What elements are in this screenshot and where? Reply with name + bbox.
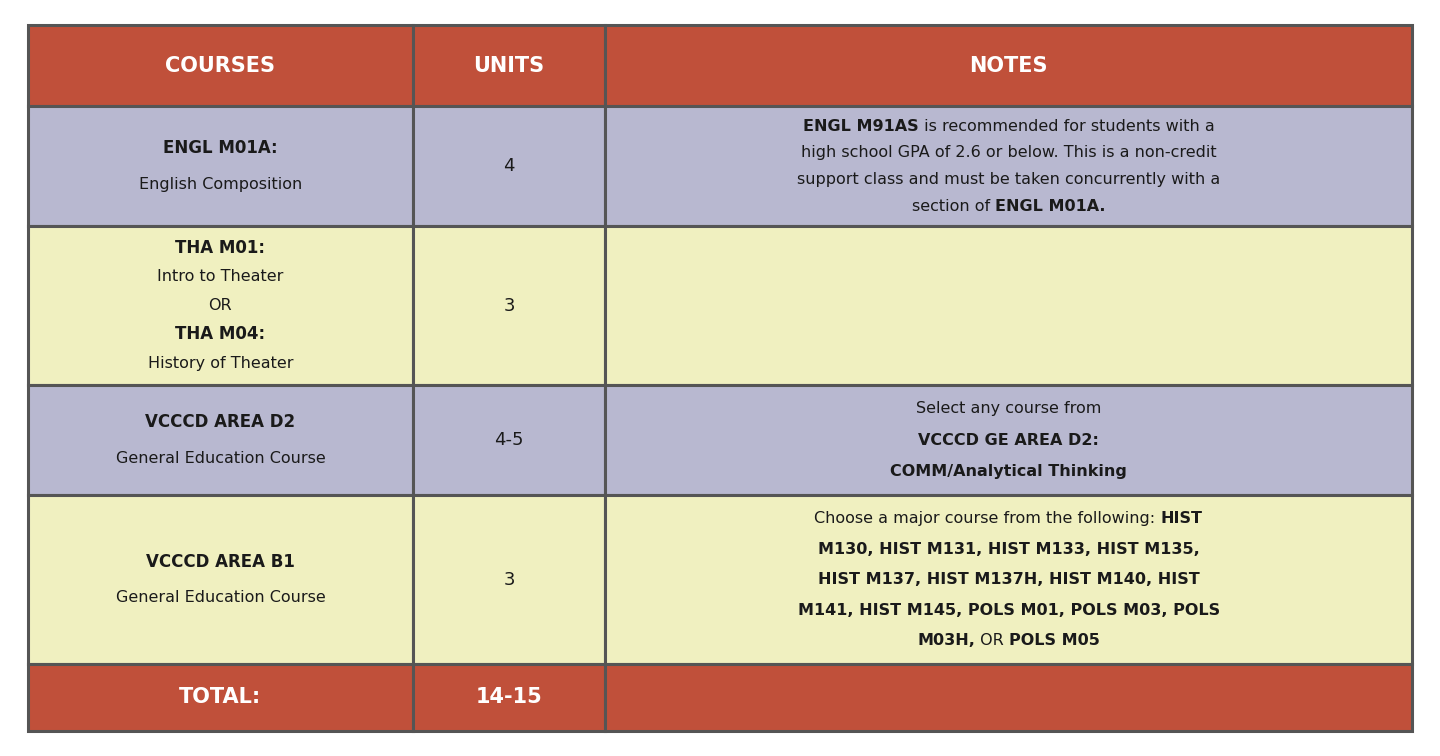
Bar (27, 664, 413, 731)
Text: high school GPA of 2.6 or below. This is a non-credit: high school GPA of 2.6 or below. This is… (801, 145, 1217, 160)
Text: HIST M137, HIST M137H, HIST M140, HIST: HIST M137, HIST M137H, HIST M140, HIST (818, 572, 1200, 587)
Text: OR: OR (209, 298, 232, 313)
Text: NOTES: NOTES (969, 56, 1048, 76)
Bar (413, 25, 605, 106)
Text: THA M01:: THA M01: (176, 239, 265, 257)
Text: History of Theater: History of Theater (148, 356, 294, 371)
Text: support class and must be taken concurrently with a: support class and must be taken concurre… (796, 172, 1220, 187)
Text: COURSES: COURSES (166, 56, 275, 76)
Bar (413, 226, 605, 385)
Text: OR: OR (975, 634, 1009, 649)
Bar (27, 25, 413, 106)
Bar (27, 495, 413, 664)
Text: 4: 4 (503, 157, 514, 175)
Text: 3: 3 (503, 296, 514, 314)
Bar (605, 226, 1413, 385)
Text: 14-15: 14-15 (475, 687, 543, 708)
Text: section of: section of (912, 199, 995, 214)
Text: 4-5: 4-5 (494, 431, 524, 449)
Text: TOTAL:: TOTAL: (179, 687, 262, 708)
Text: General Education Course: General Education Course (115, 451, 325, 466)
Bar (27, 106, 413, 226)
Bar (27, 385, 413, 495)
Text: HIST: HIST (1161, 511, 1202, 526)
Text: M141, HIST M145, POLS M01, POLS M03, POLS: M141, HIST M145, POLS M01, POLS M03, POL… (798, 603, 1220, 618)
Text: POLS M05: POLS M05 (1009, 634, 1100, 649)
Text: is recommended for students with a: is recommended for students with a (919, 119, 1214, 134)
Text: VCCCD GE AREA D2:: VCCCD GE AREA D2: (919, 432, 1099, 448)
Bar (605, 25, 1413, 106)
Text: Select any course from: Select any course from (916, 401, 1102, 417)
Text: M03H,: M03H, (917, 634, 975, 649)
Text: Intro to Theater: Intro to Theater (157, 269, 284, 284)
Bar (413, 664, 605, 731)
Bar (27, 226, 413, 385)
Text: VCCCD AREA D2: VCCCD AREA D2 (145, 414, 295, 431)
Text: M130, HIST M131, HIST M133, HIST M135,: M130, HIST M131, HIST M133, HIST M135, (818, 541, 1200, 556)
Text: UNITS: UNITS (474, 56, 544, 76)
Bar (605, 106, 1413, 226)
Text: THA M04:: THA M04: (176, 326, 265, 343)
Text: ENGL M01A.: ENGL M01A. (995, 199, 1106, 214)
Text: Choose a major course from the following:: Choose a major course from the following… (815, 511, 1161, 526)
Text: ENGL M91AS: ENGL M91AS (804, 119, 919, 134)
Text: VCCCD AREA B1: VCCCD AREA B1 (145, 553, 295, 571)
Bar (605, 385, 1413, 495)
Bar (605, 495, 1413, 664)
Text: COMM/Analytical Thinking: COMM/Analytical Thinking (890, 464, 1128, 479)
Text: ENGL M01A:: ENGL M01A: (163, 139, 278, 157)
Bar (605, 664, 1413, 731)
Bar (413, 495, 605, 664)
Text: English Composition: English Composition (138, 177, 302, 192)
Text: 3: 3 (503, 571, 514, 589)
Bar (413, 385, 605, 495)
Text: General Education Course: General Education Course (115, 590, 325, 606)
Bar (413, 106, 605, 226)
